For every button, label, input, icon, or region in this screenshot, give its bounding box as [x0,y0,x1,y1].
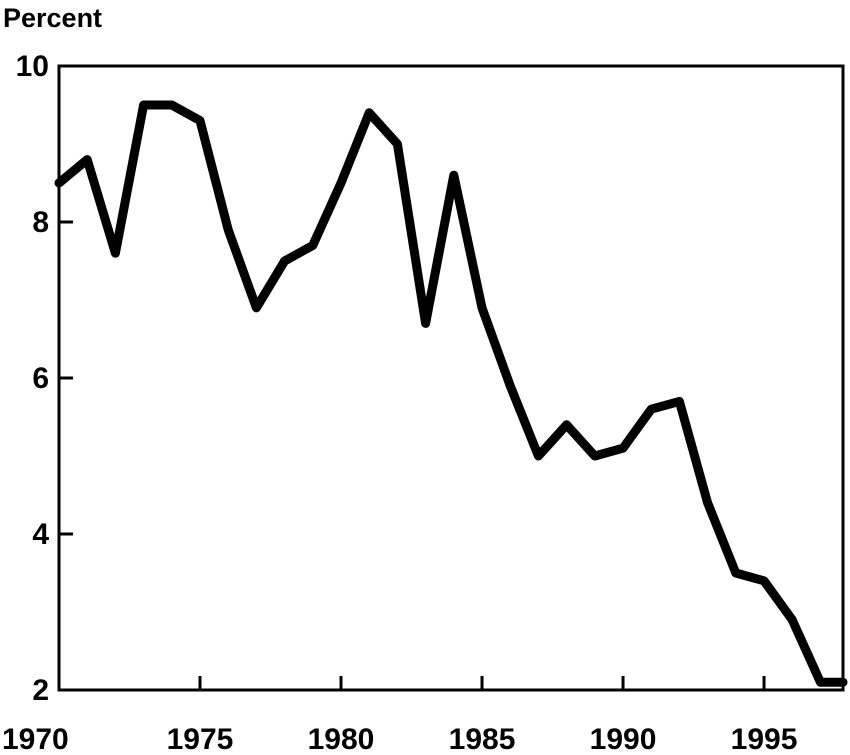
x-tick-label: 1985 [449,723,516,755]
series-line-0 [54,100,848,687]
y-tick-label: 2 [32,674,49,707]
x-tick-label: 1980 [308,723,375,755]
plot-frame [57,64,845,692]
x-tick-label: 1995 [731,723,798,755]
y-axis: 2 4 6 8 10 [16,50,73,707]
y-tick-label: 8 [32,206,49,239]
x-tick-label: 1970 [2,723,69,755]
x-axis: 1970 1975 1980 1985 1990 1995 [2,676,797,755]
x-tick-label: 1975 [167,723,234,755]
y-axis-label: Percent [3,3,102,33]
series-layer [54,100,848,687]
x-tick-label: 1990 [590,723,657,755]
y-tick-label: 4 [32,518,49,551]
y-tick-label: 6 [32,362,49,395]
y-tick-label: 10 [16,50,49,83]
